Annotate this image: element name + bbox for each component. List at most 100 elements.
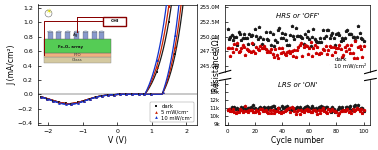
Point (278, 110, 284, 112)
Point (320, 107, 326, 109)
Point (279, 110, 285, 113)
Point (335, 107, 341, 110)
Point (294, 110, 300, 112)
Point (317, 112, 323, 114)
Point (343, 105, 349, 108)
Point (308, 106, 314, 109)
Point (274, 41, 280, 44)
Point (279, 32, 285, 34)
Point (234, 44, 240, 46)
Point (327, 108, 333, 110)
Point (355, 46, 361, 48)
Point (343, 30, 349, 32)
Point (287, 107, 293, 110)
Point (280, 111, 287, 113)
Point (309, 36, 315, 38)
Point (351, 105, 357, 108)
Point (234, 41, 240, 44)
Point (359, 111, 365, 114)
5 mW/cm² (45, 98, 49, 99)
Point (298, 109, 304, 112)
Point (318, 41, 324, 43)
5 mW/cm² (93, 96, 98, 98)
dark (105, 94, 110, 96)
Point (350, 108, 356, 110)
Point (274, 54, 280, 56)
Point (311, 44, 318, 46)
Point (249, 109, 255, 111)
Point (295, 109, 301, 112)
Point (297, 44, 303, 46)
Point (244, 48, 250, 50)
Point (355, 104, 361, 107)
Point (309, 105, 315, 107)
5 mW/cm² (154, 66, 159, 68)
Point (229, 34, 235, 36)
Point (283, 39, 289, 42)
Point (331, 108, 337, 110)
Point (263, 31, 269, 33)
dark (154, 71, 159, 73)
10 mW/cm² (93, 96, 98, 98)
Point (241, 106, 247, 109)
dark (142, 93, 147, 95)
Point (264, 108, 270, 110)
Point (321, 108, 327, 111)
Point (332, 50, 338, 53)
Point (302, 106, 308, 108)
Point (313, 51, 319, 54)
Point (251, 50, 257, 52)
Point (272, 110, 278, 112)
Point (297, 105, 303, 108)
Point (301, 42, 307, 45)
Point (294, 34, 300, 37)
Point (259, 46, 265, 49)
Point (290, 107, 296, 110)
5 mW/cm² (105, 94, 110, 96)
Point (325, 108, 331, 110)
X-axis label: Cycle number: Cycle number (271, 136, 324, 145)
Point (237, 107, 243, 110)
Point (244, 110, 250, 113)
Point (287, 34, 293, 36)
Point (271, 111, 277, 114)
Point (309, 55, 315, 57)
Point (345, 32, 352, 35)
X-axis label: V (V): V (V) (108, 136, 127, 145)
Point (347, 52, 353, 54)
Point (282, 33, 288, 35)
10 mW/cm² (81, 100, 86, 102)
Point (285, 44, 291, 46)
Point (327, 45, 333, 47)
Point (246, 107, 253, 110)
Point (256, 107, 262, 109)
Point (311, 109, 318, 111)
Point (264, 51, 270, 53)
Point (356, 32, 363, 34)
Point (320, 48, 326, 50)
Point (271, 45, 277, 48)
10 mW/cm² (69, 103, 74, 105)
Point (272, 108, 278, 110)
Point (321, 49, 327, 51)
Point (233, 48, 239, 50)
Point (343, 109, 349, 112)
Point (238, 47, 244, 50)
Point (342, 110, 348, 112)
Point (343, 50, 349, 52)
Point (349, 44, 355, 46)
Point (306, 109, 312, 111)
5 mW/cm² (166, 5, 171, 7)
Point (336, 106, 342, 108)
Point (314, 113, 321, 115)
Point (344, 106, 350, 109)
Point (272, 39, 278, 41)
Point (306, 37, 312, 40)
Point (230, 106, 236, 109)
Text: HRS or 'OFF': HRS or 'OFF' (276, 13, 319, 19)
Point (314, 46, 321, 48)
Point (256, 49, 262, 51)
Point (263, 107, 269, 110)
Point (331, 36, 337, 39)
Point (251, 111, 257, 113)
